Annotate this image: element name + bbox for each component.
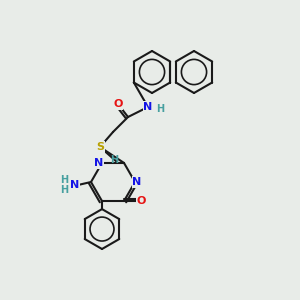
Text: H: H — [156, 104, 164, 114]
Text: O: O — [113, 99, 123, 109]
Text: O: O — [136, 196, 146, 206]
Text: N: N — [143, 102, 153, 112]
Text: H: H — [60, 185, 68, 195]
Text: H: H — [60, 175, 68, 185]
Text: H: H — [110, 155, 118, 165]
Text: N: N — [132, 177, 142, 187]
Text: N: N — [70, 180, 80, 190]
Text: S: S — [96, 142, 104, 152]
Text: N: N — [94, 158, 103, 168]
